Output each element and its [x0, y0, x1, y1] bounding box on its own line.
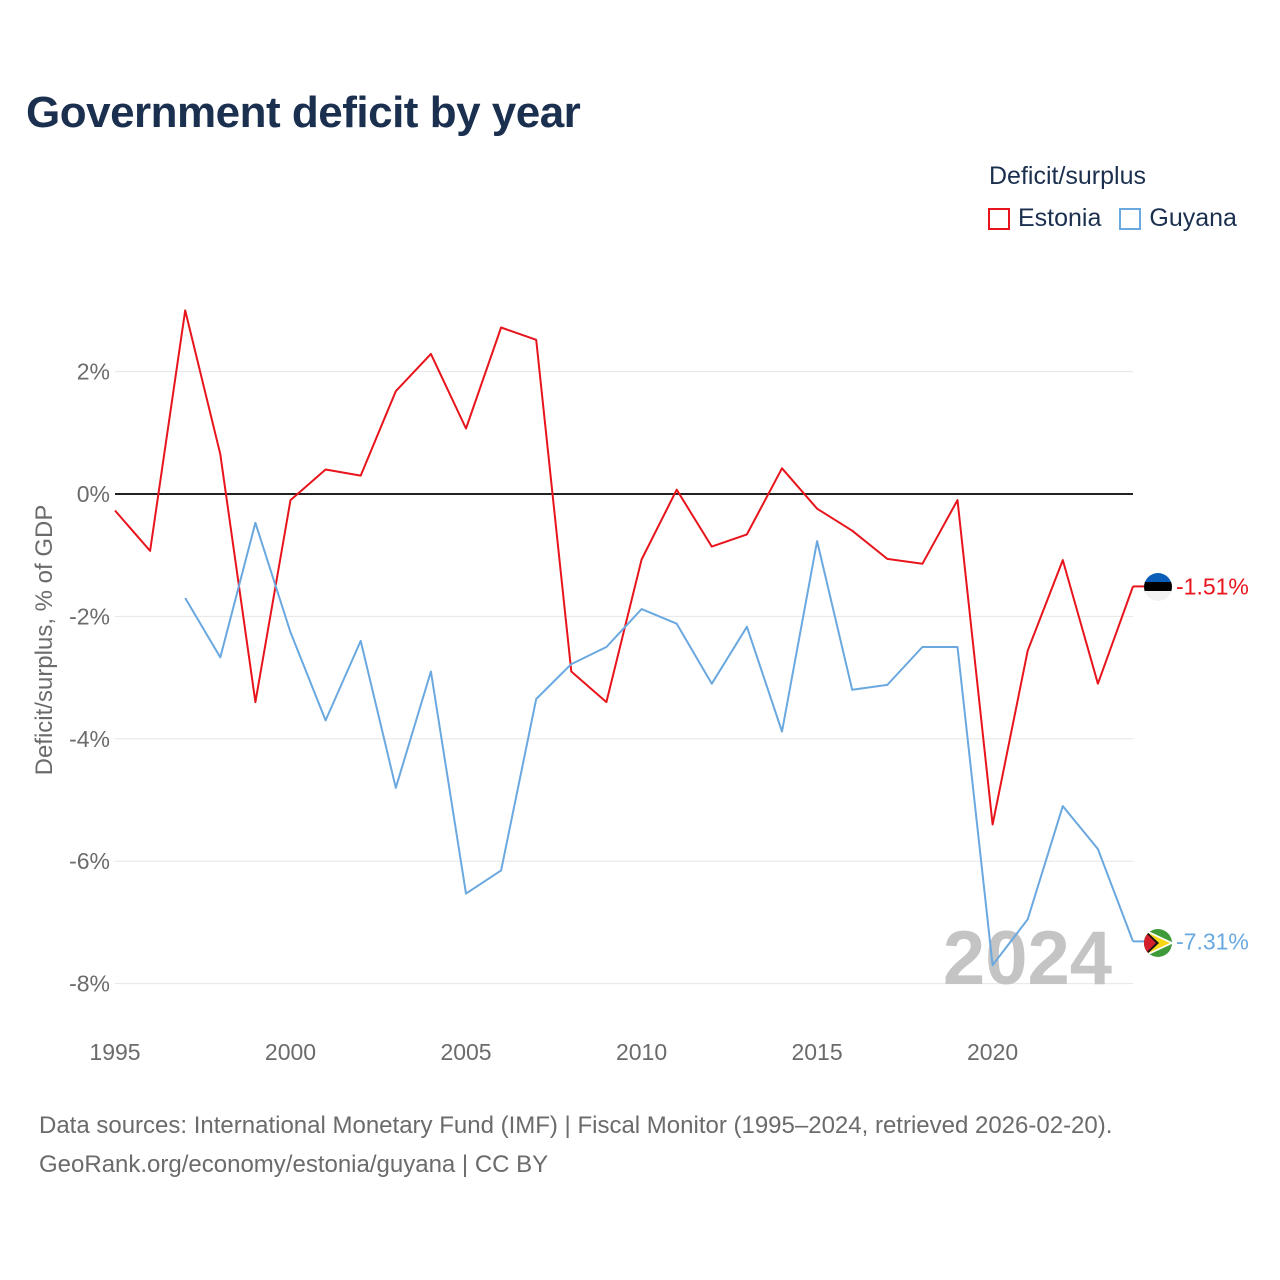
series-line-guyana [184, 521, 1134, 967]
x-tick-label: 2000 [265, 1039, 316, 1065]
series-lines [114, 309, 1144, 967]
end-label-guyana: -7.31% [1176, 928, 1249, 954]
footer: Data sources: International Monetary Fun… [39, 1106, 1112, 1184]
y-axis-ticks: 2% 0% -2% -4% -6% -8% [69, 359, 110, 997]
x-tick-label: 2020 [967, 1039, 1018, 1065]
x-tick-label: 2010 [616, 1039, 667, 1065]
y-tick-label: 2% [77, 359, 110, 385]
x-axis-ticks: 1995 2000 2005 2010 2015 2020 [89, 1039, 1018, 1065]
y-tick-label: -4% [69, 726, 110, 752]
legend-label-estonia: Estonia [1018, 204, 1102, 232]
series-line-estonia [114, 309, 1134, 826]
legend-swatch-guyana [1119, 207, 1142, 230]
y-tick-label: -6% [69, 848, 110, 874]
year-watermark: 2024 [943, 916, 1112, 1001]
x-tick-label: 1995 [89, 1039, 140, 1065]
y-tick-label: 0% [77, 481, 110, 507]
y-axis-label: Deficit/surplus, % of GDP [31, 505, 58, 776]
chart-title: Government deficit by year [26, 88, 581, 137]
y-tick-label: -2% [69, 603, 110, 629]
x-tick-label: 2015 [791, 1039, 842, 1065]
legend-label-guyana: Guyana [1149, 204, 1237, 232]
grid-lines [115, 371, 1133, 985]
end-labels: -1.51% -7.31% [1176, 573, 1249, 954]
footer-attribution: GeoRank.org/economy/estonia/guyana | CC … [39, 1151, 549, 1178]
y-tick-label: -8% [69, 971, 110, 997]
line-chart: 2% 0% -2% -4% -6% -8% 1995 2000 2005 2010 2015 202… [31, 309, 1249, 1065]
legend-swatch-estonia [988, 207, 1010, 230]
legend-item-estonia[interactable]: Estonia [988, 204, 1101, 233]
x-tick-label: 2005 [440, 1039, 491, 1065]
guyana-flag-icon [1144, 929, 1172, 957]
legend-item-guyana[interactable]: Guyana [1119, 204, 1237, 233]
footer-sources: Data sources: International Monetary Fun… [39, 1112, 1113, 1139]
estonia-flag-icon [1144, 573, 1172, 601]
legend: Estonia Guyana [988, 204, 1255, 233]
end-label-estonia: -1.51% [1176, 573, 1249, 599]
legend-title: Deficit/surplus [989, 162, 1146, 190]
